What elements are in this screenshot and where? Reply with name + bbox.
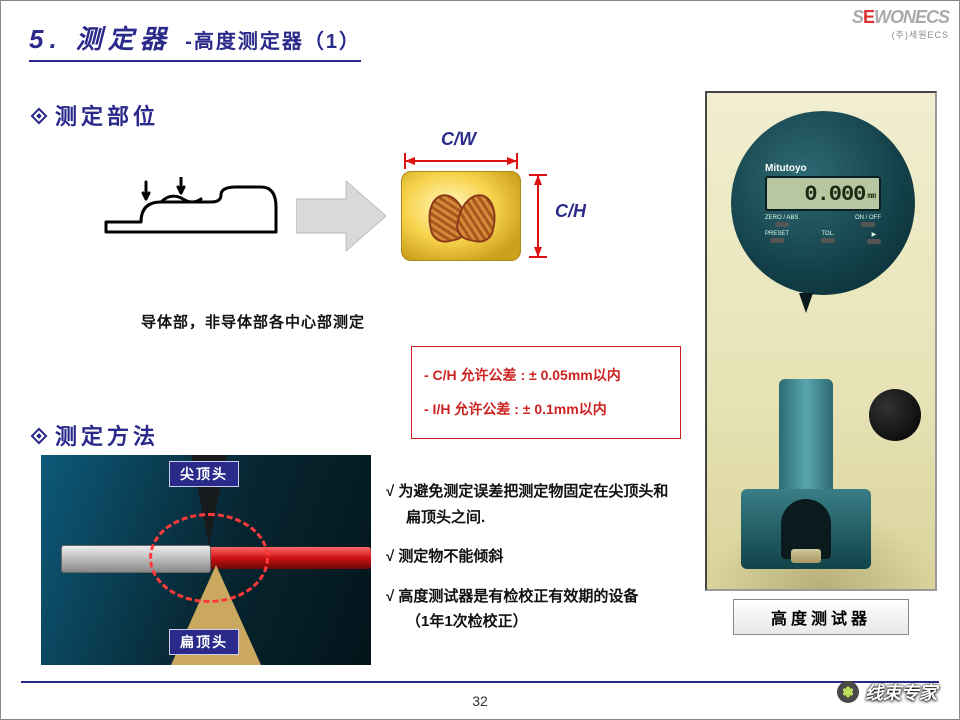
watermark: ✽ 线束专家 bbox=[837, 679, 937, 705]
logo-prefix: S bbox=[852, 7, 863, 27]
tolerance-line-2: - I/H 允许公差 : ± 0.1mm以内 bbox=[424, 393, 668, 427]
lcd-readout: 0.000mm bbox=[765, 176, 881, 211]
method-line-3a: √ 高度测试器是有检校正有效期的设备 bbox=[386, 588, 638, 605]
crimp-cross-section-icon bbox=[401, 171, 521, 261]
device-caption: 高度测试器 bbox=[733, 599, 909, 635]
btn-zero: ZERO / ABS bbox=[765, 215, 798, 227]
tolerance-line-1: - C/H 允许公差 : ± 0.05mm以内 bbox=[424, 359, 668, 393]
page-number: 32 bbox=[472, 693, 488, 709]
base-icon bbox=[741, 489, 871, 569]
arrow-right-icon bbox=[296, 181, 386, 251]
logo-accent: E bbox=[863, 7, 874, 27]
ch-label: C/H bbox=[555, 201, 586, 222]
cw-dimension-icon bbox=[401, 151, 521, 171]
height-gauge-photo: Mitutoyo 0.000mm ZERO / ABS ON / OFF PRE… bbox=[705, 91, 937, 591]
method-line-3b: （1年1次检校正） bbox=[386, 613, 528, 630]
title-sep: - bbox=[185, 31, 194, 53]
method-text: √ 为避免测定误差把测定物固定在尖顶头和 扁顶头之间. √ 测定物不能倾斜 √ … bbox=[386, 479, 696, 649]
footer-rule bbox=[21, 681, 939, 683]
device-brand: Mitutoyo bbox=[765, 163, 881, 174]
highlight-circle-icon bbox=[149, 513, 269, 603]
method-photo: 尖顶头 扁顶头 bbox=[41, 455, 371, 665]
watermark-icon: ✽ bbox=[837, 681, 859, 703]
bottom-anvil-label: 扁顶头 bbox=[169, 629, 239, 655]
tolerance-box: - C/H 允许公差 : ± 0.05mm以内 - I/H 允许公差 : ± 0… bbox=[411, 346, 681, 439]
title-sub: 高度测定器（1） bbox=[194, 31, 361, 53]
company-logo: SEWONECS (주)세원ECS bbox=[852, 7, 949, 41]
page-title: 5. 测定器 -高度测定器（1） bbox=[29, 19, 361, 62]
btn-arrow: ▶ bbox=[867, 231, 881, 244]
ch-dimension-icon bbox=[525, 171, 551, 261]
logo-sub: (주)세원ECS bbox=[852, 28, 949, 41]
method-line-2: √ 测定物不能倾斜 bbox=[386, 544, 696, 570]
logo-suffix: WONECS bbox=[874, 7, 949, 27]
btn-tol: TOL. bbox=[821, 231, 835, 244]
diamond-bullet-icon bbox=[31, 108, 48, 125]
probe-tip-icon bbox=[799, 293, 813, 313]
dial-body-icon: Mitutoyo 0.000mm ZERO / ABS ON / OFF PRE… bbox=[731, 111, 915, 295]
title-main: 测定器 bbox=[76, 24, 172, 54]
btn-preset: PRESET bbox=[765, 231, 789, 244]
method-line-1b: 扁顶头之间. bbox=[386, 509, 485, 526]
diamond-bullet-icon bbox=[31, 428, 48, 445]
btn-onoff: ON / OFF bbox=[855, 215, 881, 227]
section-number: 5. bbox=[29, 24, 63, 54]
lcd-unit: mm bbox=[867, 192, 875, 201]
lcd-value: 0.000 bbox=[804, 182, 865, 207]
section-location-heading: 测定部位 bbox=[33, 99, 159, 131]
diagram-note: 导体部，非导体部各中心部测定 bbox=[141, 311, 365, 332]
section-method-heading: 测定方法 bbox=[33, 419, 159, 451]
section-location-label: 测定部位 bbox=[55, 104, 159, 129]
terminal-schematic-icon bbox=[101, 177, 281, 257]
anvil-slot-icon bbox=[781, 499, 831, 559]
top-anvil-label: 尖顶头 bbox=[169, 461, 239, 487]
diagram-area: C/W C/H 导体部，非导体部各中心部测定 bbox=[101, 141, 601, 341]
adjust-knob-icon bbox=[869, 389, 921, 441]
section-method-label: 测定方法 bbox=[55, 424, 159, 449]
method-line-1a: √ 为避免测定误差把测定物固定在尖顶头和 bbox=[386, 483, 668, 500]
cw-label: C/W bbox=[441, 129, 476, 150]
pillar-icon bbox=[779, 379, 833, 499]
watermark-text: 线束专家 bbox=[865, 679, 937, 705]
